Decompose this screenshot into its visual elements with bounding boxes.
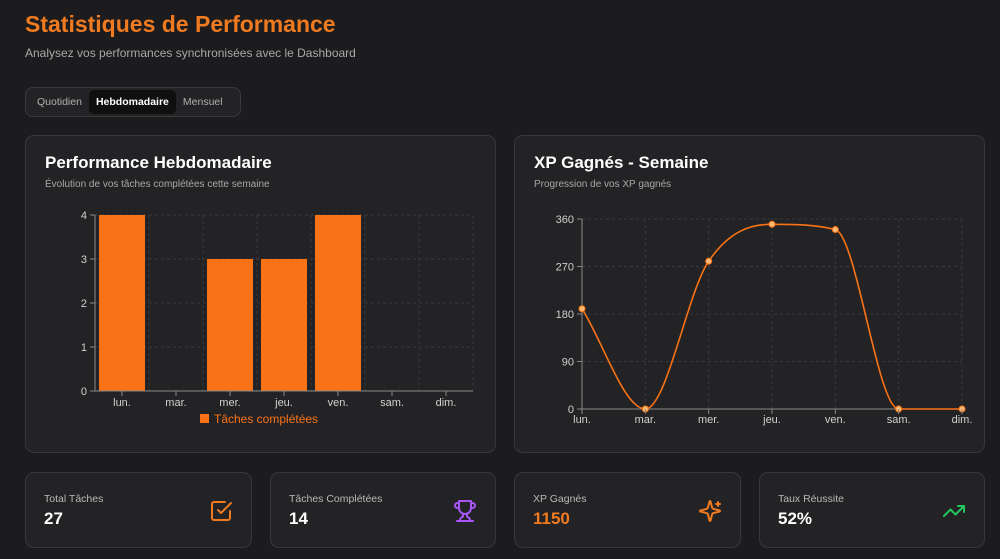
tab-mensuel[interactable]: Mensuel	[182, 96, 223, 108]
x-tick-label: mar.	[165, 397, 186, 409]
page-subtitle: Analysez vos performances synchronisées …	[25, 46, 356, 60]
x-tick-label: dim.	[952, 414, 973, 426]
stat-card-taches-completees: Tâches Complétées 14	[270, 472, 496, 548]
stat-value: 1150	[533, 509, 570, 528]
stat-card-xp-gagnes: XP Gagnés 1150	[514, 472, 741, 548]
stat-label: Total Tâches	[44, 493, 104, 505]
legend-swatch	[200, 414, 209, 423]
xp-point	[578, 305, 586, 313]
period-tabs: Quotidien Hebdomadaire Mensuel	[25, 87, 241, 117]
x-tick-label: ven.	[825, 414, 846, 426]
legend-label: Tâches complétées	[214, 412, 318, 426]
x-tick-label: jeu.	[274, 397, 293, 409]
bar	[261, 259, 307, 391]
bar	[99, 215, 145, 391]
y-tick-label: 360	[556, 214, 574, 226]
stat-value: 27	[44, 509, 63, 528]
stat-value: 52%	[778, 509, 813, 528]
trophy-icon	[454, 500, 476, 522]
y-tick-label: 180	[556, 309, 574, 321]
stat-value: 14	[289, 509, 308, 528]
y-tick-label: 90	[562, 357, 574, 369]
checkbox-icon	[211, 501, 232, 521]
y-tick-label: 4	[81, 210, 87, 222]
stat-card-taux-reussite: Taux Réussite 52%	[759, 472, 985, 548]
x-tick-label: dim.	[436, 397, 457, 409]
y-tick-label: 2	[81, 298, 87, 310]
sparkles-icon	[699, 500, 721, 522]
xp-point	[831, 226, 839, 234]
performance-chart-subtitle: Évolution de vos tâches complétées cette…	[45, 179, 270, 190]
xp-chart-subtitle: Progression de vos XP gagnés	[534, 179, 672, 190]
x-tick-label: sam.	[887, 414, 911, 426]
x-tick-label: lun.	[113, 397, 131, 409]
xp-chart-card: XP Gagnés - Semaine Progression de vos X…	[514, 135, 985, 453]
performance-chart-card: Performance Hebdomadaire Évolution de vo…	[25, 135, 496, 453]
x-tick-label: jeu.	[762, 414, 781, 426]
x-tick-label: mer.	[698, 414, 719, 426]
page-title: Statistiques de Performance	[25, 11, 336, 37]
y-tick-label: 270	[556, 262, 574, 274]
bar	[315, 215, 361, 391]
y-tick-label: 0	[81, 386, 87, 398]
stat-card-total-taches: Total Tâches 27	[25, 472, 252, 548]
tab-hebdomadaire[interactable]: Hebdomadaire	[88, 90, 176, 114]
x-tick-label: mar.	[635, 414, 656, 426]
x-tick-label: lun.	[573, 414, 591, 426]
y-tick-label: 1	[81, 342, 87, 354]
xp-point	[705, 257, 713, 265]
tab-quotidien[interactable]: Quotidien	[37, 96, 82, 108]
bar	[207, 259, 253, 391]
xp-point	[768, 220, 776, 228]
x-tick-label: ven.	[328, 397, 349, 409]
x-tick-label: sam.	[380, 397, 404, 409]
performance-bar-chart: 0 1 2 3 4 lun. mar. mer. jeu. ven. sam. dim. Tâches …	[81, 210, 474, 426]
performance-chart-title: Performance Hebdomadaire	[45, 153, 272, 172]
trending-up-icon	[943, 505, 965, 517]
stat-label: XP Gagnés	[533, 493, 587, 505]
stat-label: Taux Réussite	[778, 493, 844, 505]
xp-chart-title: XP Gagnés - Semaine	[534, 153, 709, 172]
x-tick-label: mer.	[219, 397, 240, 409]
stat-label: Tâches Complétées	[289, 493, 383, 505]
xp-line-chart: 0 90 180 270 360 lun. mar. mer. jeu. ven. sam. dim.	[556, 214, 973, 426]
y-tick-label: 3	[81, 254, 87, 266]
y-tick-label: 0	[568, 404, 574, 416]
